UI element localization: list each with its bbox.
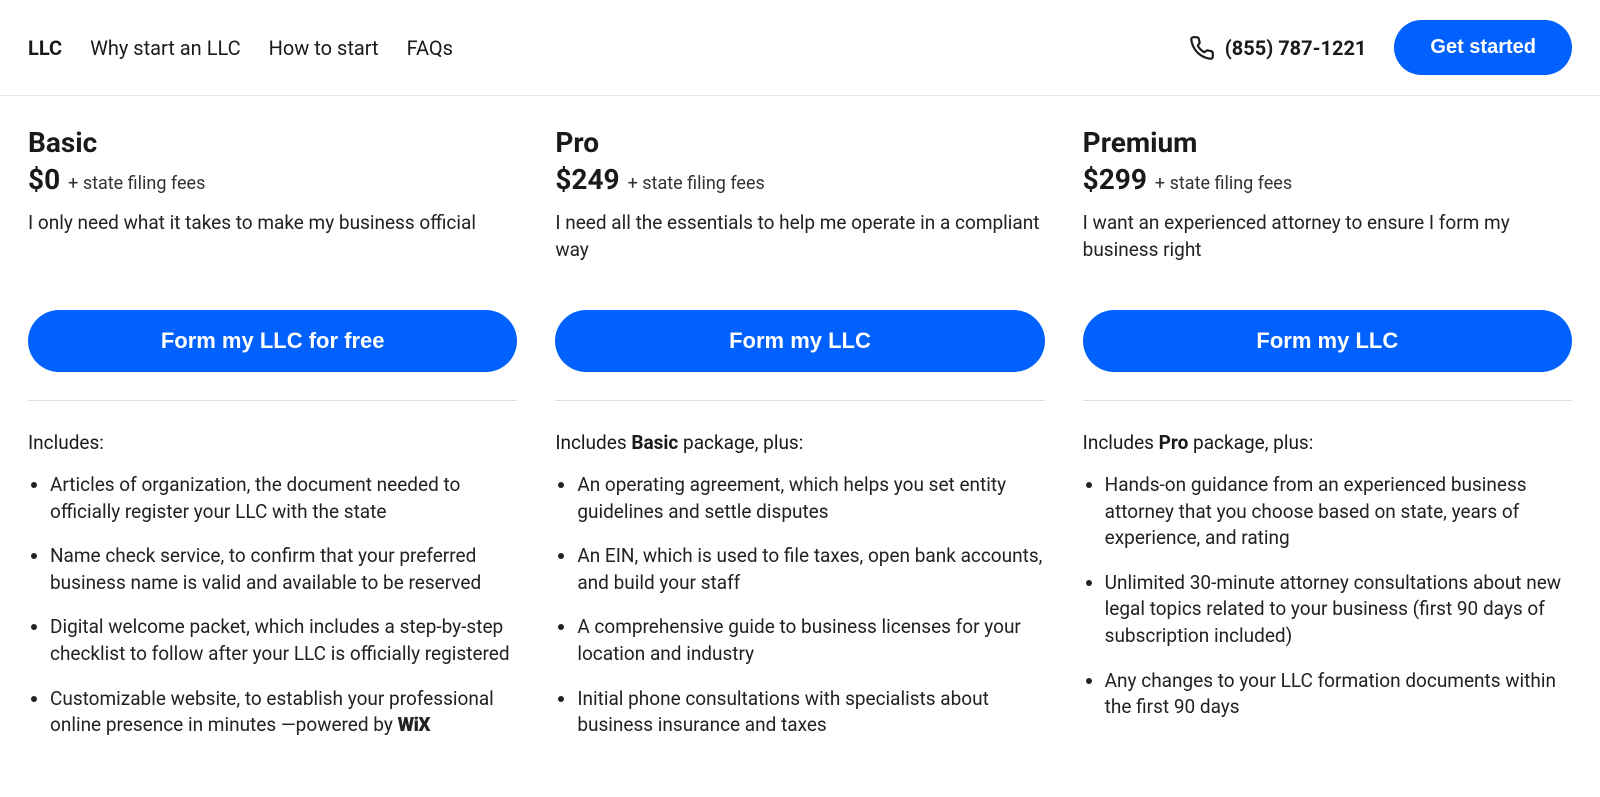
list-item: An EIN, which is used to file taxes, ope…	[577, 543, 1044, 596]
nav-right: (855) 787-1221 Get started	[1189, 20, 1572, 75]
phone-icon	[1189, 35, 1215, 61]
plan-description: I need all the essentials to help me ope…	[555, 210, 1044, 300]
divider	[555, 400, 1044, 401]
feature-list: Articles of organization, the document n…	[28, 472, 517, 757]
includes-prefix: Includes	[555, 431, 631, 454]
plan-premium: Premium $299 + state filing fees I want …	[1083, 126, 1572, 757]
includes-suffix: package, plus:	[678, 431, 803, 454]
wix-logo: WiX	[398, 713, 430, 736]
list-item: Digital welcome packet, which includes a…	[50, 614, 517, 667]
plan-basic: Basic $0 + state filing fees I only need…	[28, 126, 517, 757]
nav-link-faqs[interactable]: FAQs	[407, 36, 453, 60]
form-llc-button-premium[interactable]: Form my LLC	[1083, 310, 1572, 372]
includes-label: Includes Basic package, plus:	[555, 431, 1044, 454]
phone-number: (855) 787-1221	[1225, 36, 1367, 60]
includes-label: Includes:	[28, 431, 517, 454]
plan-price-note: + state filing fees	[68, 173, 205, 194]
pricing-plans: Basic $0 + state filing fees I only need…	[0, 96, 1600, 797]
plan-price: $249	[555, 163, 619, 196]
plan-title: Basic	[28, 126, 517, 159]
form-llc-button-basic[interactable]: Form my LLC for free	[28, 310, 517, 372]
plan-price: $0	[28, 163, 60, 196]
nav-left: LLC Why start an LLC How to start FAQs	[28, 36, 453, 60]
plan-price: $299	[1083, 163, 1147, 196]
list-item: Unlimited 30-minute attorney consultatio…	[1105, 570, 1572, 650]
form-llc-button-pro[interactable]: Form my LLC	[555, 310, 1044, 372]
list-item: Name check service, to confirm that your…	[50, 543, 517, 596]
divider	[1083, 400, 1572, 401]
nav-link-why[interactable]: Why start an LLC	[90, 36, 241, 60]
nav-brand[interactable]: LLC	[28, 36, 62, 60]
plan-price-note: + state filing fees	[1155, 173, 1292, 194]
includes-bold: Pro	[1159, 431, 1189, 454]
phone-group[interactable]: (855) 787-1221	[1189, 35, 1367, 61]
price-row: $0 + state filing fees	[28, 163, 517, 196]
list-item: Any changes to your LLC formation docume…	[1105, 668, 1572, 721]
list-item: Initial phone consultations with special…	[577, 686, 1044, 739]
price-row: $299 + state filing fees	[1083, 163, 1572, 196]
list-item: Articles of organization, the document n…	[50, 472, 517, 525]
plan-description: I only need what it takes to make my bus…	[28, 210, 517, 300]
nav-link-how[interactable]: How to start	[269, 36, 379, 60]
list-item: Hands-on guidance from an experienced bu…	[1105, 472, 1572, 552]
plan-title: Premium	[1083, 126, 1572, 159]
header: LLC Why start an LLC How to start FAQs (…	[0, 0, 1600, 96]
includes-prefix: Includes	[1083, 431, 1159, 454]
feature-list: An operating agreement, which helps you …	[555, 472, 1044, 757]
list-item: A comprehensive guide to business licens…	[577, 614, 1044, 667]
includes-suffix: package, plus:	[1188, 431, 1313, 454]
list-item: An operating agreement, which helps you …	[577, 472, 1044, 525]
plan-price-note: + state filing fees	[628, 173, 765, 194]
price-row: $249 + state filing fees	[555, 163, 1044, 196]
plan-description: I want an experienced attorney to ensure…	[1083, 210, 1572, 300]
plan-pro: Pro $249 + state filing fees I need all …	[555, 126, 1044, 757]
includes-label: Includes Pro package, plus:	[1083, 431, 1572, 454]
includes-prefix: Includes:	[28, 431, 104, 454]
plan-title: Pro	[555, 126, 1044, 159]
divider	[28, 400, 517, 401]
list-item: Customizable website, to establish your …	[50, 686, 517, 739]
includes-bold: Basic	[631, 431, 678, 454]
feature-list: Hands-on guidance from an experienced bu…	[1083, 472, 1572, 739]
get-started-button[interactable]: Get started	[1394, 20, 1572, 75]
